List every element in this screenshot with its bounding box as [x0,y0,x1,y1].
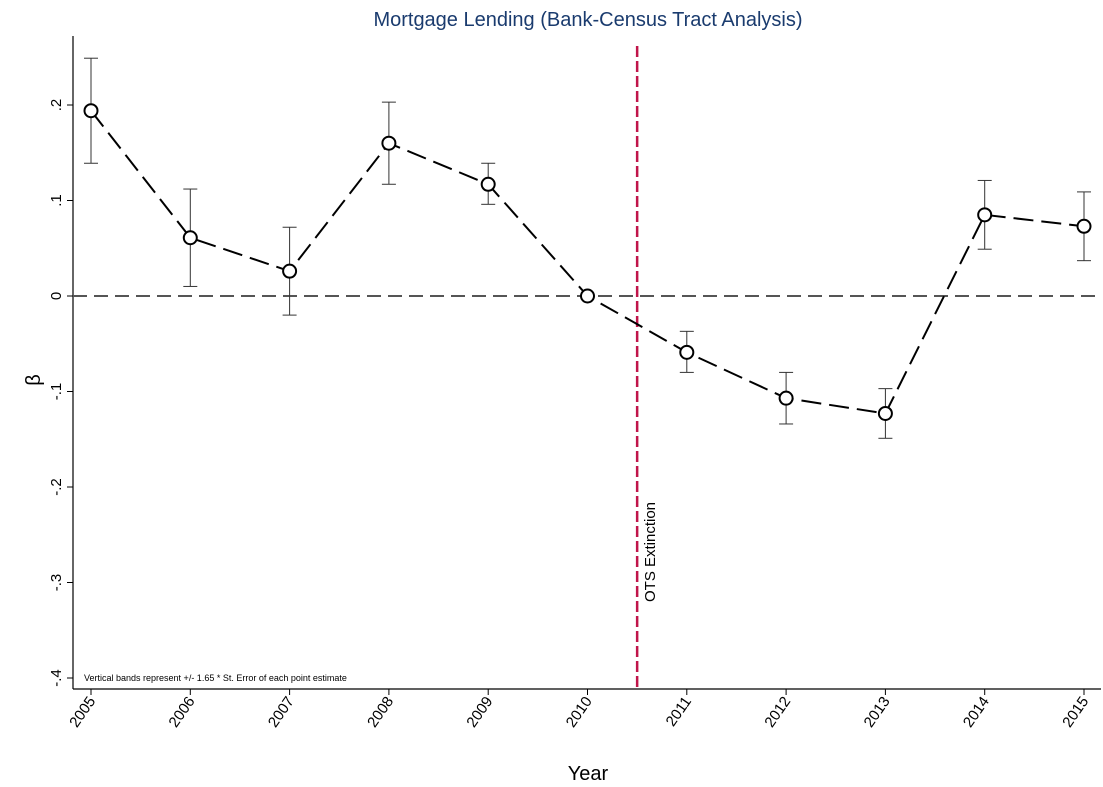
x-tick-label: 2014 [960,694,993,731]
data-point [1076,218,1092,234]
x-tick-label: 2010 [563,694,596,731]
y-tick-label: 0 [48,292,65,300]
vertical-event-line: OTS Extinction [635,46,659,689]
error-bars [84,57,1091,439]
data-point [877,405,893,421]
data-point [480,176,496,192]
data-point [679,344,695,360]
y-tick-label: .1 [48,194,65,207]
y-axis-label: β [23,374,45,386]
data-point [778,390,794,406]
x-axis-label: Year [568,763,609,785]
x-tick-label: 2006 [166,694,199,731]
data-point [282,263,298,279]
y-tick-label: -.4 [48,669,65,687]
y-tick-label: -.1 [48,383,65,401]
y-tick-label: .2 [48,99,65,112]
data-point [182,230,198,246]
data-point [83,103,99,119]
x-tick-label: 2015 [1059,694,1092,731]
x-tick-label: 2012 [761,694,794,731]
x-tick-label: 2008 [364,694,397,731]
chart-note: Vertical bands represent +/- 1.65 * St. … [84,673,347,683]
chart-title: Mortgage Lending (Bank-Census Tract Anal… [373,9,802,31]
vertical-line-label: OTS Extinction [642,502,659,602]
x-tick-label: 2007 [265,694,298,731]
series-polyline [90,110,1085,415]
x-tick-label: 2013 [861,694,894,731]
data-point [381,135,397,151]
y-tick-label: -.2 [48,478,65,496]
data-point [977,207,993,223]
data-points [83,103,1092,421]
x-tick-label: 2011 [663,694,695,730]
y-tick-label: -.3 [48,574,65,592]
data-point [580,288,595,304]
x-tick-label: 2005 [66,694,99,731]
series-line [90,110,1085,415]
x-tick-label: 2009 [463,694,496,731]
